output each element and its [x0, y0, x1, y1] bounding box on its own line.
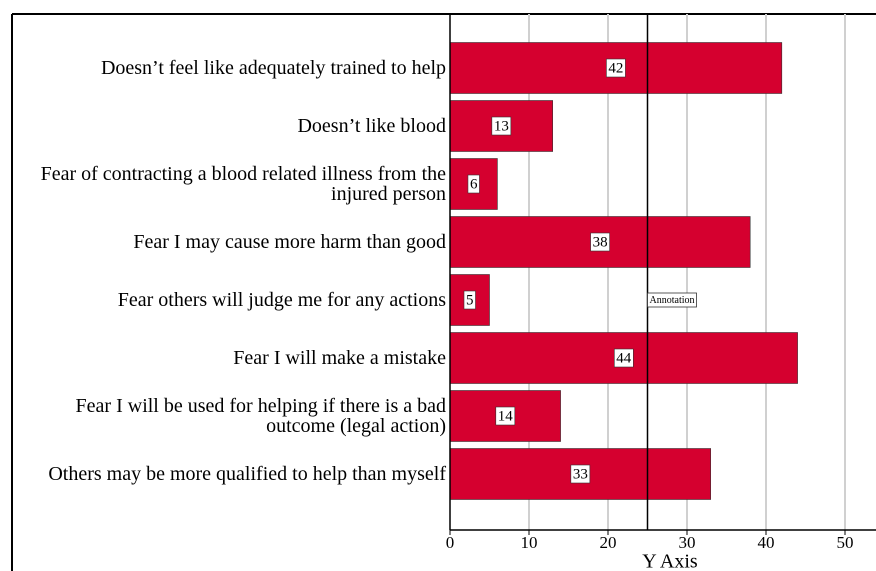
- x-tick-label: 50: [837, 533, 854, 552]
- data-label-box: [467, 174, 480, 194]
- x-tick-label: 30: [679, 533, 696, 552]
- x-tick-label: 0: [446, 533, 455, 552]
- data-label: 6: [470, 176, 478, 192]
- y-tick-label: Others may be more qualified to help tha…: [48, 463, 446, 485]
- x-tick-label: 10: [521, 533, 538, 552]
- data-label-box: [606, 58, 626, 78]
- data-label-box: [495, 406, 516, 426]
- y-tick-label: Fear I will make a mistake: [233, 347, 446, 369]
- data-label: 33: [573, 466, 588, 482]
- y-tick-label: Doesn’t feel like adequately trained to …: [100, 57, 446, 79]
- y-tick-label: Fear of contracting a blood related illn…: [40, 163, 446, 205]
- annotation-box: [647, 292, 697, 308]
- data-label: 14: [498, 408, 514, 424]
- data-label-box: [590, 232, 610, 252]
- y-tick-label: Fear I will be used for helping if there…: [75, 395, 446, 437]
- data-label: 44: [616, 350, 632, 366]
- data-label: 42: [608, 60, 623, 76]
- data-label-box: [570, 464, 591, 484]
- x-tick-label: 20: [600, 533, 617, 552]
- data-label: 13: [494, 118, 509, 134]
- x-tick-label: 40: [758, 533, 775, 552]
- data-label: 5: [466, 292, 474, 308]
- data-label-box: [613, 348, 634, 368]
- annotation: Annotation: [650, 295, 695, 306]
- y-tick-label: Fear others will judge me for any action…: [117, 289, 446, 311]
- data-label-box: [491, 116, 512, 136]
- data-label-box: [463, 290, 476, 310]
- y-tick-label: Doesn’t like blood: [297, 115, 446, 137]
- y-tick-label: Fear I may cause more harm than good: [133, 231, 446, 253]
- data-label: 38: [593, 234, 608, 250]
- x-axis-title: Y Axis: [642, 551, 698, 571]
